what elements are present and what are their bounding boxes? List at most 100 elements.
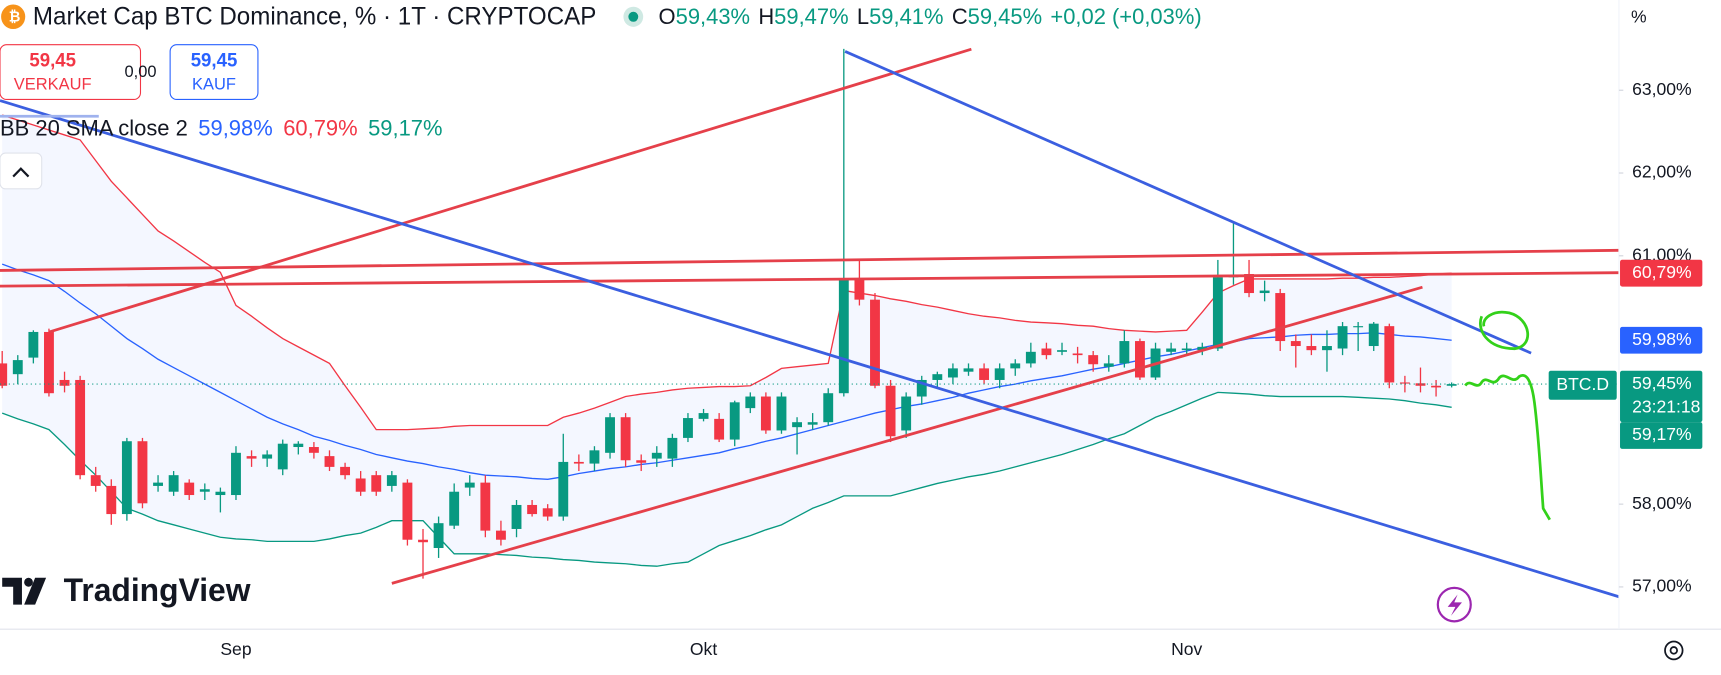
- price-tag-label: 59,98%: [1632, 329, 1692, 349]
- candle-body: [246, 456, 257, 459]
- candle-body: [28, 331, 39, 358]
- y-tick-label: 63,00%: [1632, 79, 1692, 99]
- candle-body: [1275, 293, 1286, 342]
- logo-text: TradingView: [64, 572, 252, 608]
- buy-label[interactable]: KAUF: [192, 74, 236, 93]
- last-price-tag: [1620, 370, 1703, 423]
- candle-body: [277, 443, 288, 470]
- candle-body: [402, 482, 413, 540]
- settings-icon-center[interactable]: [1669, 646, 1678, 655]
- flash-icon[interactable]: [1447, 594, 1462, 616]
- candle-body: [324, 456, 335, 467]
- hand-drawn-arrow[interactable]: [1464, 374, 1551, 521]
- candle-body: [558, 461, 569, 517]
- price-tag-label: 59,17%: [1632, 424, 1692, 444]
- sell-button-box[interactable]: [0, 44, 142, 101]
- ohlc-value: 59,47%: [774, 4, 848, 29]
- horizontal-line[interactable]: [0, 248, 1619, 272]
- candle-body: [386, 475, 397, 486]
- ohlc-values: O59,43% H59,47% L59,41% C59,45% +0,02 (+…: [659, 4, 1202, 29]
- candle-body: [1368, 323, 1379, 347]
- candle-body: [1415, 383, 1426, 386]
- x-tick-label: Nov: [1171, 639, 1202, 659]
- candle-body: [1057, 350, 1067, 352]
- collapse-button-box[interactable]: [0, 152, 43, 190]
- candle-body: [480, 482, 491, 531]
- trend-line[interactable]: [391, 285, 1423, 585]
- candle-body: [293, 443, 304, 448]
- candle-body: [106, 485, 117, 515]
- candle-body: [308, 447, 319, 453]
- candle-body: [589, 450, 600, 464]
- collapse-icon[interactable]: [12, 167, 30, 178]
- buy-button-box[interactable]: [169, 44, 259, 101]
- candle-body: [464, 482, 475, 488]
- candle-body: [1010, 363, 1021, 369]
- horizontal-line[interactable]: [0, 271, 1619, 288]
- trend-line[interactable]: [844, 50, 1532, 355]
- trend-line[interactable]: [0, 99, 1620, 599]
- ohlc-value: 59,43%: [676, 4, 750, 29]
- candle-body: [745, 396, 756, 409]
- candle-body: [683, 418, 693, 438]
- candle-body: [527, 504, 538, 515]
- candle-body: [542, 508, 553, 517]
- collapse-button[interactable]: [0, 152, 43, 190]
- price-tag: [1620, 422, 1703, 449]
- candle-body: [1322, 346, 1332, 351]
- axes: 57,00% 58,00% 61,00% 62,00% 63,00% Sep Okt Nov 6…: [220, 79, 1703, 659]
- settings-icon[interactable]: [1664, 640, 1684, 661]
- candle-body: [1431, 385, 1442, 388]
- sell-price[interactable]: 59,45: [29, 49, 76, 70]
- ohlc-key: H: [758, 4, 774, 29]
- buy-button[interactable]: 59,45 KAUF: [169, 44, 259, 101]
- ohlc-value: 59,41%: [869, 4, 943, 29]
- indicator-name: BB 20 SMA close 2: [0, 115, 188, 140]
- ohlc-value: 59,45%: [968, 4, 1042, 29]
- candle-body: [75, 379, 86, 476]
- flash-button[interactable]: [1436, 586, 1472, 623]
- candle-body: [1290, 341, 1301, 347]
- candle-body: [776, 396, 787, 431]
- candle-body: [1119, 341, 1130, 364]
- candle-body: [355, 478, 366, 492]
- y-tick-label: 58,00%: [1632, 493, 1692, 513]
- candle-body: [714, 418, 725, 440]
- candle-body: [916, 379, 927, 397]
- candle-body: [573, 461, 584, 464]
- candle-body: [340, 466, 351, 476]
- candle-body: [729, 402, 740, 440]
- y-tick-label: 62,00%: [1632, 162, 1692, 182]
- candle-body: [1212, 277, 1223, 349]
- candle-body: [979, 368, 990, 380]
- sell-button[interactable]: 59,45 VERKAUF: [0, 44, 142, 101]
- sell-label[interactable]: VERKAUF: [14, 74, 92, 93]
- hand-drawn-circle[interactable]: [1479, 310, 1530, 351]
- band-upper: [1, 114, 1452, 431]
- candle-body: [199, 489, 210, 492]
- candle-body: [994, 368, 1005, 380]
- candle-body: [698, 413, 709, 419]
- ohlc-key: C: [952, 4, 968, 29]
- candle-body: [1103, 363, 1114, 367]
- market-status-dot: [628, 11, 639, 22]
- x-tick-label: Okt: [690, 639, 717, 659]
- candle-body: [1025, 351, 1036, 364]
- price-tag: [1620, 326, 1703, 354]
- unit-label: %: [1631, 6, 1647, 26]
- candle-body: [137, 441, 148, 504]
- candle-body: [1384, 326, 1395, 383]
- candle-body: [667, 437, 678, 459]
- candle-body: [1135, 341, 1145, 378]
- indicator-value: 59,98%: [198, 115, 272, 140]
- indicator-value: 60,79%: [283, 115, 357, 140]
- candle-body: [885, 385, 896, 437]
- bitcoin-icon: [1, 4, 26, 30]
- candle-body: [153, 482, 163, 486]
- buy-price[interactable]: 59,45: [191, 49, 238, 70]
- candle-body: [0, 363, 8, 386]
- candle-body: [1041, 348, 1052, 356]
- candle-body: [1166, 348, 1177, 352]
- candle-body: [1072, 353, 1083, 356]
